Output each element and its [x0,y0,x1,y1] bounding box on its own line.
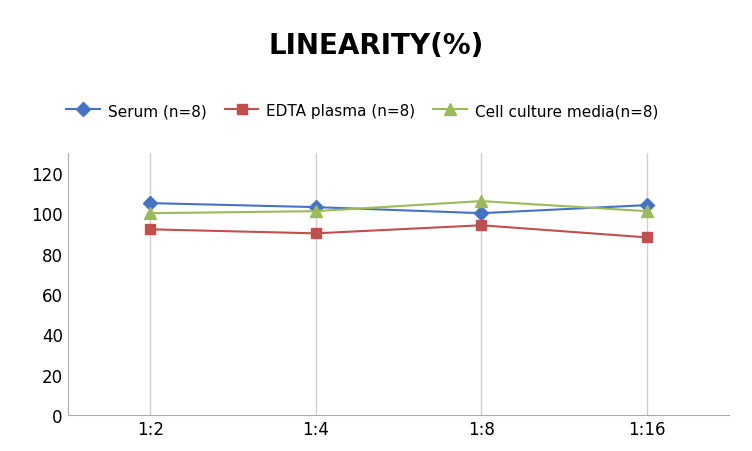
Legend: Serum (n=8), EDTA plasma (n=8), Cell culture media(n=8): Serum (n=8), EDTA plasma (n=8), Cell cul… [60,98,664,125]
Line: Cell culture media(n=8): Cell culture media(n=8) [145,196,652,219]
Serum (n=8) [311,205,320,210]
Serum (n=8) [477,211,486,216]
Text: LINEARITY(%): LINEARITY(%) [268,32,484,60]
EDTA plasma (n=8) [477,223,486,229]
Cell culture media(n=8) [642,209,651,214]
Cell culture media(n=8) [146,211,155,216]
Line: EDTA plasma (n=8): EDTA plasma (n=8) [146,221,651,243]
EDTA plasma (n=8) [311,231,320,236]
EDTA plasma (n=8) [642,235,651,240]
Serum (n=8) [642,203,651,208]
EDTA plasma (n=8) [146,227,155,233]
Line: Serum (n=8): Serum (n=8) [146,199,651,219]
Serum (n=8) [146,201,155,207]
Cell culture media(n=8) [477,199,486,204]
Cell culture media(n=8) [311,209,320,214]
